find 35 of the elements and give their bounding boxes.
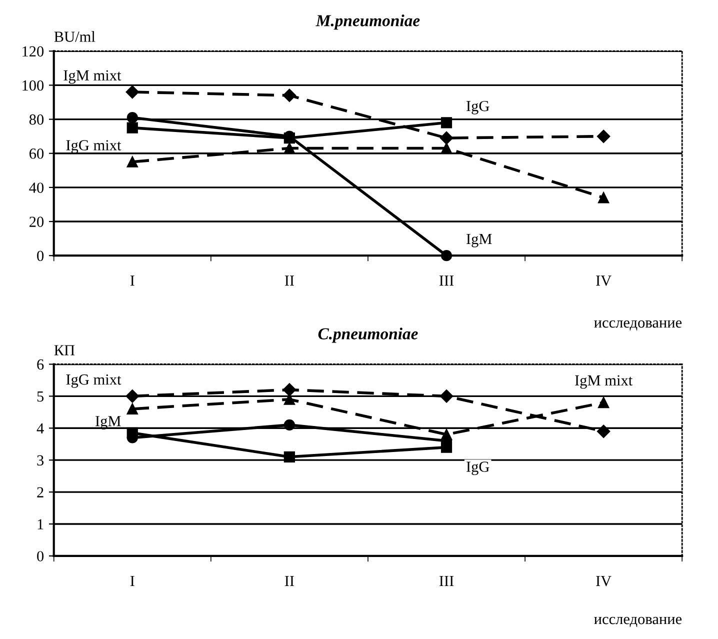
- x-tick-label: II: [284, 276, 294, 286]
- x-tick-label: I: [130, 576, 134, 586]
- annotation: IgM mixt: [64, 70, 122, 84]
- x-tick-label: I: [130, 276, 134, 286]
- annotation: IgG mixt: [66, 140, 122, 154]
- y-tick-label: 80: [29, 114, 44, 125]
- y-tick-label: 100: [22, 80, 44, 91]
- annotation: IgG mixt: [66, 374, 122, 388]
- x-axis-title: исследование: [594, 320, 682, 330]
- y-tick-label: 5: [37, 391, 44, 402]
- chart-title: M.pneumoniae: [316, 14, 420, 30]
- x-tick-label: II: [284, 576, 294, 586]
- x-tick-label: IV: [596, 276, 612, 286]
- y-tick-label: 60: [30, 148, 44, 159]
- y-tick-label: 6: [37, 359, 44, 370]
- y-axis-title: КП: [54, 345, 75, 356]
- annotation: IgM mixt: [575, 375, 633, 389]
- y-tick-label: 1: [38, 519, 44, 530]
- x-tick-label: III: [439, 576, 454, 586]
- y-tick-label: 20: [30, 216, 44, 227]
- y-tick-label: 2: [37, 487, 44, 498]
- y-tick-label: 0: [37, 551, 44, 562]
- y-tick-label: 3: [37, 455, 44, 466]
- annotation: IgG: [466, 462, 490, 476]
- x-axis-title: исследование: [594, 616, 682, 627]
- x-tick-label: IV: [596, 576, 612, 586]
- x-tick-label: III: [439, 276, 454, 286]
- y-tick-label: 0: [37, 250, 44, 262]
- y-tick-label: 4: [36, 423, 44, 434]
- annotation: IgM: [466, 234, 492, 248]
- y-tick-label: 120: [22, 46, 44, 57]
- annotation: IgG: [466, 100, 490, 114]
- y-axis-title: BU/ml: [54, 31, 96, 42]
- y-tick-label: 40: [29, 182, 44, 193]
- chart-title: C.pneumoniae: [318, 328, 418, 343]
